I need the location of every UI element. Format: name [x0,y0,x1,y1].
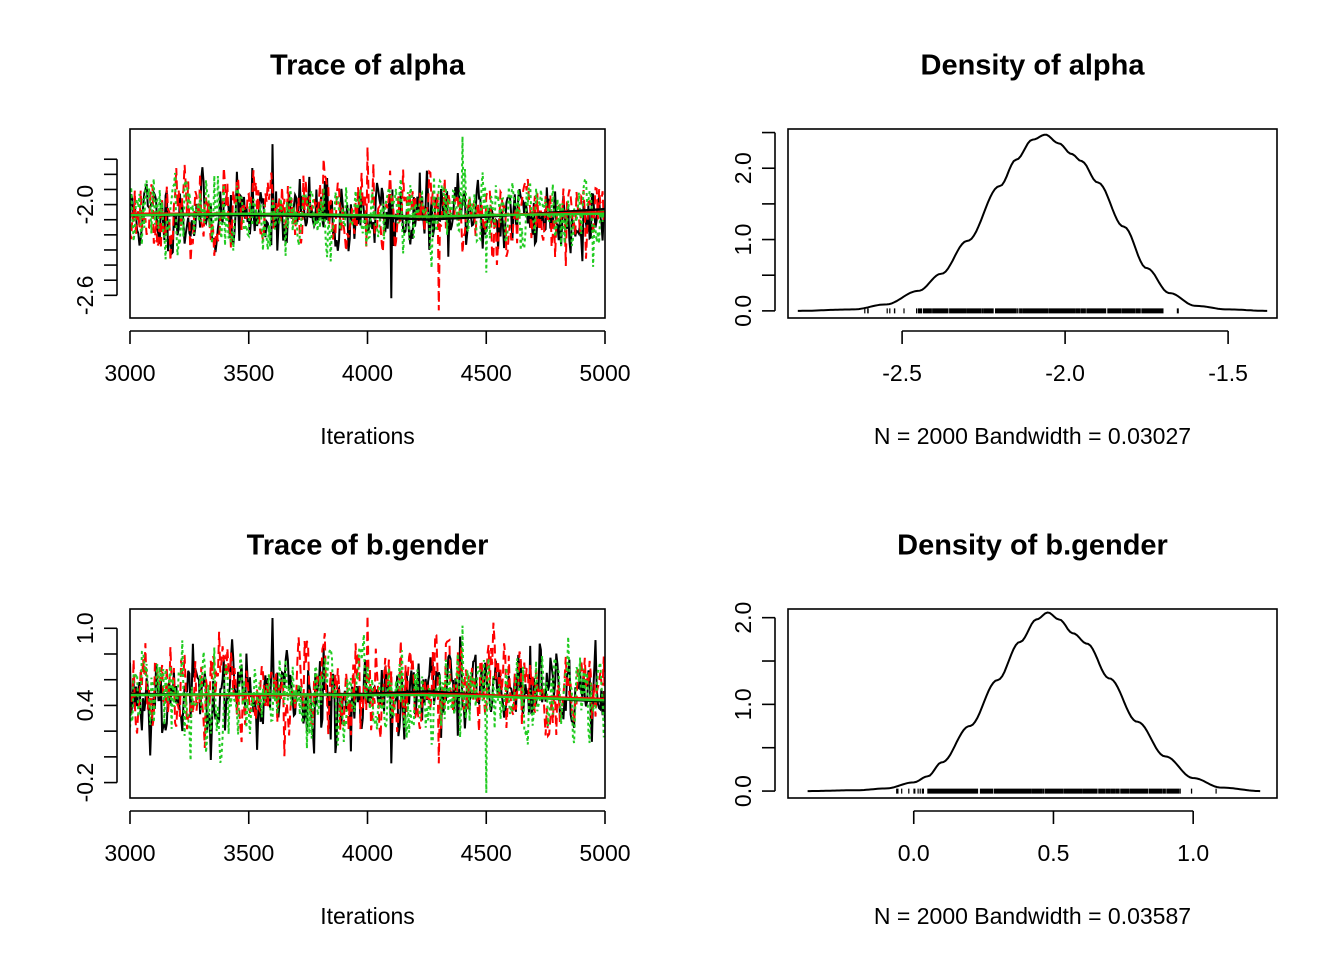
chain-trace-line-3 [130,625,605,793]
y-tick-label: 2.0 [730,602,756,634]
x-tick-label: 3500 [223,360,274,386]
x-tick-label: 4500 [461,840,512,866]
chart-title: Trace of b.gender [247,530,489,562]
y-tick-label: 2.0 [730,152,756,184]
sample-rug [864,308,1179,314]
x-axis-label: Iterations [320,423,415,449]
chain-trace-line-2 [130,615,605,764]
plot-frame [787,608,1278,799]
x-tick-label: 0.0 [898,840,930,866]
panel-1: Density of alpha N = 2000 Bandwidth = 0.0… [730,50,1278,449]
x-tick-label: -1.5 [1208,360,1248,386]
x-tick-label: 3500 [223,840,274,866]
chain-trace-line-3 [130,136,605,273]
x-tick-label: -2.0 [1045,360,1085,386]
x-tick-label: 5000 [579,360,630,386]
y-tick-label: -2.6 [72,275,98,315]
y-tick-label: 0.0 [730,295,756,327]
x-tick-label: -2.5 [882,360,922,386]
x-tick-label: 4500 [461,360,512,386]
x-tick-label: 5000 [579,840,630,866]
chart-title: Density of b.gender [897,530,1168,562]
plot-frame [129,128,606,319]
y-tick-label: 0.4 [72,689,98,721]
x-tick-label: 0.5 [1037,840,1069,866]
plot-frame [787,128,1278,319]
smooth-line-3 [130,212,605,218]
plot-area [130,136,605,311]
x-tick-label: 3000 [104,840,155,866]
density-curve [797,133,1268,312]
plot-area [807,611,1261,794]
plot-frame [129,608,606,799]
plot-area [797,133,1268,314]
x-tick-label: 1.0 [1177,840,1209,866]
x-axis-label: N = 2000 Bandwidth = 0.03027 [874,423,1191,449]
chart-title: Trace of alpha [270,50,466,82]
y-tick-label: 1.0 [730,224,756,256]
x-tick-label: 3000 [104,360,155,386]
smooth-line-3 [130,692,605,702]
panel-0: Trace of alpha Iterations 3000 3500 4000 4500… [72,50,631,449]
sample-rug [896,788,1217,794]
y-tick-label: -0.2 [72,763,98,803]
x-tick-label: 4000 [342,840,393,866]
chart-title: Density of alpha [921,50,1146,82]
y-tick-label: 0.0 [730,775,756,807]
y-tick-label: -2.0 [72,185,98,225]
y-tick-label: 1.0 [730,688,756,720]
x-axis-label: Iterations [320,903,415,929]
x-tick-label: 4000 [342,360,393,386]
x-axis-label: N = 2000 Bandwidth = 0.03587 [874,903,1191,929]
y-tick-label: 1.0 [72,612,98,644]
plot-area [130,615,605,793]
panel-3: Density of b.gender N = 2000 Bandwidth = … [730,530,1278,929]
density-curve [807,611,1261,793]
panel-2: Trace of b.gender Iterations 3000 3500 4000 4… [72,530,631,929]
